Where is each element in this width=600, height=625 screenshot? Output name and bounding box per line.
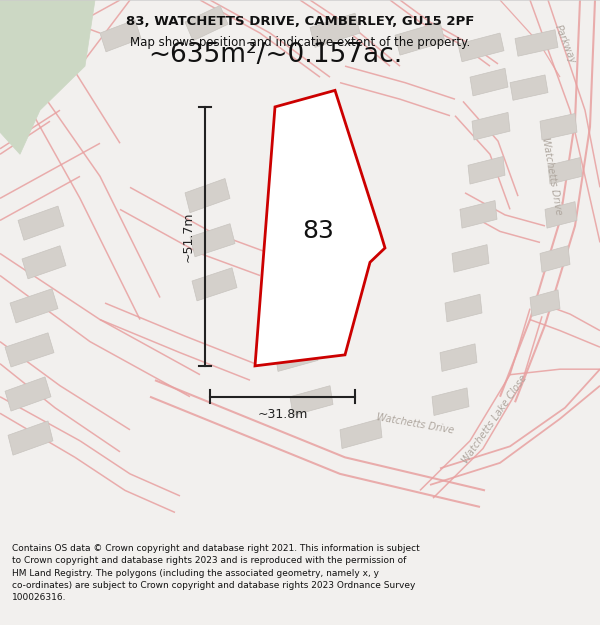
Text: ~51.7m: ~51.7m — [182, 211, 195, 262]
Polygon shape — [458, 33, 504, 62]
Polygon shape — [0, 0, 95, 154]
Polygon shape — [395, 22, 445, 55]
Polygon shape — [545, 202, 577, 228]
Polygon shape — [445, 294, 482, 322]
Polygon shape — [10, 289, 58, 323]
Polygon shape — [5, 377, 51, 411]
Polygon shape — [540, 114, 577, 140]
Polygon shape — [548, 158, 582, 184]
Polygon shape — [185, 6, 228, 41]
Polygon shape — [340, 419, 382, 449]
Polygon shape — [8, 421, 53, 455]
Polygon shape — [515, 30, 558, 56]
Text: Watchetts Drive: Watchetts Drive — [540, 137, 564, 216]
Polygon shape — [460, 201, 497, 228]
Text: Parkway: Parkway — [553, 23, 577, 65]
Polygon shape — [310, 13, 360, 47]
Polygon shape — [530, 290, 560, 316]
Text: ~31.8m: ~31.8m — [257, 408, 308, 421]
Text: ~635m²/~0.157ac.: ~635m²/~0.157ac. — [148, 42, 402, 68]
Polygon shape — [100, 20, 141, 52]
Polygon shape — [22, 246, 66, 279]
Polygon shape — [540, 246, 570, 272]
Polygon shape — [5, 333, 54, 367]
Polygon shape — [470, 68, 508, 96]
Polygon shape — [190, 224, 235, 257]
Polygon shape — [185, 179, 230, 212]
Polygon shape — [255, 91, 385, 366]
Polygon shape — [452, 244, 489, 272]
Polygon shape — [18, 206, 64, 240]
Text: Contains OS data © Crown copyright and database right 2021. This information is : Contains OS data © Crown copyright and d… — [12, 544, 419, 602]
Polygon shape — [440, 344, 477, 371]
Polygon shape — [468, 156, 505, 184]
Text: Watchetts Lake Close: Watchetts Lake Close — [461, 372, 529, 465]
Text: 83, WATCHETTS DRIVE, CAMBERLEY, GU15 2PF: 83, WATCHETTS DRIVE, CAMBERLEY, GU15 2PF — [126, 15, 474, 28]
Polygon shape — [472, 112, 510, 140]
Text: 83: 83 — [302, 219, 334, 243]
Polygon shape — [275, 342, 318, 371]
Text: Map shows position and indicative extent of the property.: Map shows position and indicative extent… — [130, 36, 470, 49]
Text: Watchetts Drive: Watchetts Drive — [376, 412, 455, 436]
Polygon shape — [192, 268, 237, 301]
Polygon shape — [510, 75, 548, 100]
Polygon shape — [290, 386, 333, 416]
Polygon shape — [432, 388, 469, 416]
